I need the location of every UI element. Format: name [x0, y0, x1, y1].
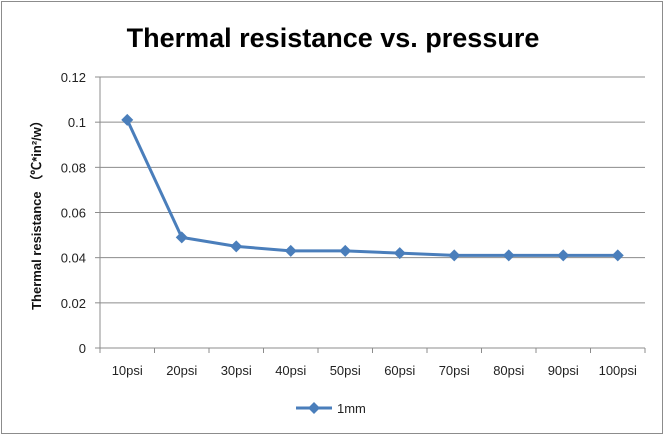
- x-tick-label: 20psi: [166, 363, 197, 378]
- data-point-marker: [502, 249, 515, 262]
- data-point-marker: [121, 113, 134, 126]
- y-tick-label: 0.12: [61, 70, 86, 85]
- x-tick-label: 10psi: [112, 363, 143, 378]
- y-tick-label: 0.1: [68, 115, 86, 130]
- x-tick-label: 40psi: [275, 363, 306, 378]
- chart-title: Thermal resistance vs. pressure: [127, 23, 540, 53]
- x-tick-label: 90psi: [548, 363, 579, 378]
- x-tick-label: 60psi: [384, 363, 415, 378]
- x-tick-label: 80psi: [493, 363, 524, 378]
- legend-label: 1mm: [337, 401, 366, 416]
- x-tick-label: 70psi: [439, 363, 470, 378]
- data-point-marker: [611, 249, 624, 262]
- data-point-marker: [339, 244, 352, 257]
- y-tick-label: 0.06: [61, 206, 86, 221]
- legend: 1mm: [296, 401, 366, 416]
- data-point-marker: [393, 247, 406, 260]
- legend-marker: [308, 402, 320, 414]
- x-tick-label: 50psi: [330, 363, 361, 378]
- y-tick-label: 0: [79, 341, 86, 356]
- data-point-marker: [557, 249, 570, 262]
- data-point-marker: [230, 240, 243, 253]
- data-point-marker: [175, 231, 188, 244]
- y-axis-label: Thermal resistance （℃*in²/w）: [29, 114, 44, 310]
- data-point-marker: [448, 249, 461, 262]
- y-tick-label: 0.02: [61, 296, 86, 311]
- y-tick-label: 0.04: [61, 251, 86, 266]
- x-tick-label: 30psi: [221, 363, 252, 378]
- data-point-marker: [284, 244, 297, 257]
- series-line: [125, 119, 618, 257]
- x-tick-label: 100psi: [599, 363, 637, 378]
- y-tick-label: 0.08: [61, 160, 86, 175]
